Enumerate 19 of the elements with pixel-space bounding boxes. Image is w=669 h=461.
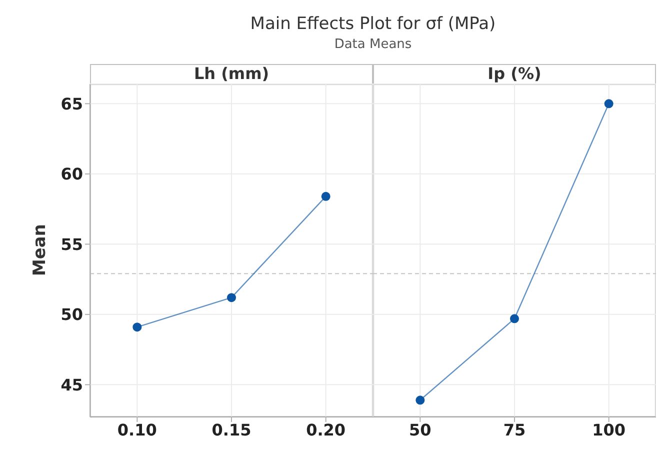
y-tick-label: 50	[60, 305, 83, 324]
chart-subtitle: Data Means	[333, 37, 413, 52]
x-axis-title: Ip (%)	[373, 64, 656, 85]
x-tick-label: 0.15	[212, 420, 252, 440]
y-axis-title: Mean	[30, 222, 50, 278]
y-tick-label: 65	[60, 94, 83, 114]
y-tick-label: 45	[60, 375, 83, 394]
x-axis-title: Lh (mm)	[90, 64, 373, 85]
point	[227, 293, 236, 302]
x-tick-label: 100	[592, 420, 626, 440]
point	[321, 192, 330, 201]
y-tick-label: 60	[60, 164, 83, 184]
x-tick-label: 50	[409, 420, 432, 440]
x-tick-label: 0.20	[306, 420, 346, 440]
x-tick-label: 0.10	[117, 420, 157, 440]
chart-title: Main Effects Plot for σf (MPa)	[249, 14, 497, 34]
point	[132, 322, 142, 332]
x-tick-label: 75	[503, 420, 526, 440]
y-tick-label: 55	[60, 234, 83, 254]
